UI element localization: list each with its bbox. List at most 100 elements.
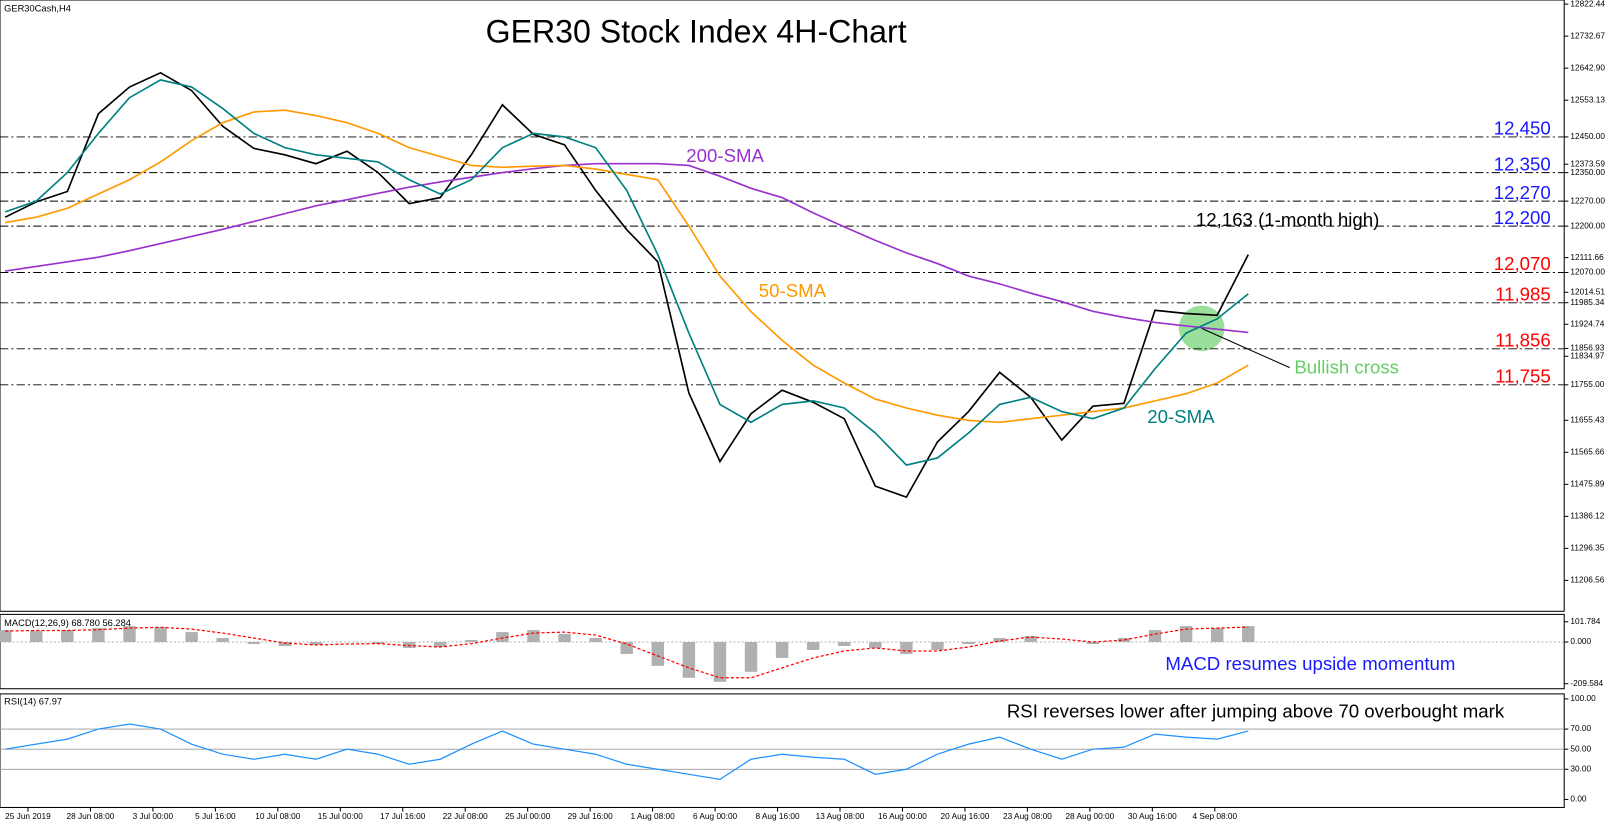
chart-title: GER30 Stock Index 4H-Chart [486,14,907,50]
histogram-bar [682,642,696,678]
histogram-bar [0,630,12,643]
histogram-bar [1024,636,1037,643]
level-label: 12,070 [1494,253,1551,274]
symbol: GER30Cash,H4 [4,4,71,14]
histogram-bar [92,628,105,643]
y-tick-label: 12373.59 [1570,159,1605,168]
histogram-bar [465,640,478,643]
x-tick-label: 15 Jul 00:00 [318,812,364,821]
histogram-bar [651,642,665,666]
y-tick-label: 11755.00 [1570,380,1604,389]
series-line [5,162,1249,334]
histogram-bar [838,642,851,646]
y-tick-label: 0.000 [1570,637,1591,646]
y-tick-label: 50.00 [1570,744,1591,753]
x-tick-label: 28 Aug 00:00 [1065,812,1114,821]
series-label: 50-SMA [759,280,827,301]
y-tick-label: 12350.00 [1570,168,1605,177]
histogram-bar [123,626,136,643]
y-tick-label: 11655.43 [1570,416,1604,425]
level-label: 12,350 [1494,153,1551,174]
x-tick-label: 4 Sep 08:00 [1192,812,1237,821]
annotation: 12,163 (1-month high) [1196,209,1379,230]
x-tick-label: 25 Jul 00:00 [505,812,551,821]
level-label: 12,200 [1494,207,1551,228]
histogram-bar [900,642,913,654]
y-tick-label: 11565.66 [1570,448,1604,457]
y-tick-label: 12270.00 [1570,196,1605,205]
annotation: Bullish cross [1294,357,1399,378]
macd-label: MACD(12,26,9) 68.780 56.284 [4,618,131,628]
y-tick-label: 11386.12 [1570,512,1604,521]
y-tick-label: 11475.89 [1570,480,1604,489]
histogram-bar [278,642,292,646]
histogram-bar [806,642,820,650]
level-label: 12,450 [1494,118,1551,139]
histogram-bar [558,634,571,643]
y-tick-label: 11296.35 [1570,544,1604,553]
level-label: 11,856 [1495,330,1551,351]
macd-panel [0,613,1565,690]
histogram-bar [1242,626,1255,643]
y-tick-label: 0.00 [1570,795,1587,804]
x-tick-label: 6 Aug 00:00 [693,812,738,821]
histogram-bar [61,630,74,643]
histogram-bar [620,642,633,654]
cross-pointer [1201,327,1290,369]
histogram-bar [247,642,261,645]
histogram-bar [1210,628,1224,643]
annotation: MACD resumes upside momentum [1165,653,1455,674]
histogram-bar [1086,642,1100,645]
y-tick-label: -209.584 [1570,679,1603,688]
histogram-bar [713,642,727,682]
histogram-bar [589,638,602,643]
rsi-label: RSI(14) 67.97 [4,697,62,707]
x-tick-label: 25 Jun 2019 [5,812,51,821]
level-label: 11,985 [1495,284,1551,305]
y-tick-label: 12070.00 [1570,268,1605,277]
y-tick-label: 30.00 [1570,764,1591,773]
x-tick-label: 30 Aug 16:00 [1128,812,1177,821]
histogram-bar [775,642,789,658]
x-tick-label: 20 Aug 16:00 [941,812,990,821]
series-line [4,71,1249,499]
y-tick-label: 11924.74 [1570,319,1604,328]
series-line [5,109,1249,424]
x-tick-label: 13 Aug 08:00 [816,812,865,821]
histogram-bar [1148,630,1162,643]
y-tick-label: 101.784 [1570,617,1600,626]
x-tick-label: 28 Jun 08:00 [66,812,114,821]
x-tick-label: 22 Jul 08:00 [443,812,489,821]
histogram-bar [744,642,758,672]
y-tick-label: 11856.93 [1570,344,1604,353]
y-tick-label: 12014.51 [1570,287,1605,296]
histogram-bar [1117,638,1131,643]
x-tick-label: 16 Aug 00:00 [878,812,927,821]
series-line [5,723,1249,780]
x-tick-label: 17 Jul 16:00 [380,812,426,821]
level-label: 12,270 [1494,182,1551,203]
y-tick-label: 12200.00 [1570,221,1605,230]
x-tick-label: 23 Aug 08:00 [1003,812,1052,821]
y-tick-label: 12732.67 [1570,31,1605,40]
y-tick-label: 70.00 [1570,724,1591,733]
histogram-bar [434,642,447,647]
series-line [5,626,1249,679]
histogram-bar [527,630,540,643]
series-line [4,79,1249,466]
x-tick-label: 29 Jul 16:00 [568,812,614,821]
y-tick-label: 11985.34 [1570,298,1604,307]
histogram-bar [962,642,975,645]
y-tick-label: 100.00 [1570,694,1596,703]
y-tick-label: 12450.00 [1570,132,1605,141]
annotation: RSI reverses lower after jumping above 7… [1007,700,1505,721]
series-label: 200-SMA [686,145,764,166]
histogram-bar [216,638,229,643]
y-tick-label: 12111.66 [1570,253,1604,262]
histogram-bar [309,642,323,645]
x-tick-label: 8 Aug 16:00 [755,812,800,821]
histogram-bar [154,627,167,643]
y-tick-label: 12553.13 [1570,95,1605,104]
